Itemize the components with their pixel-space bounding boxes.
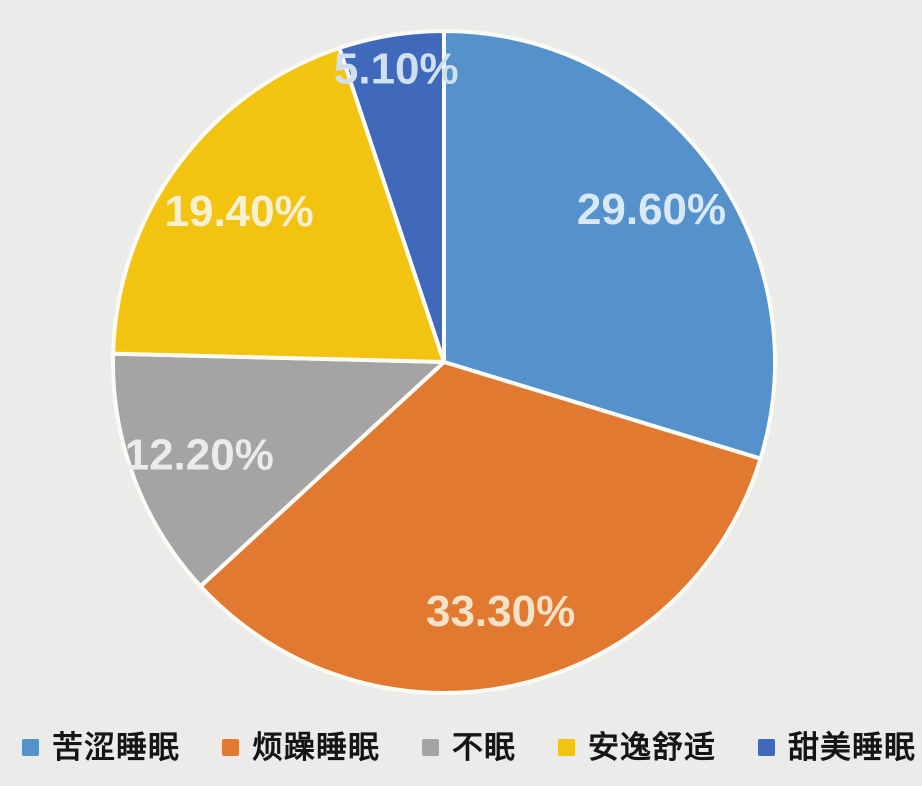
legend-item-1: 苦涩睡眠	[22, 732, 180, 763]
slice-value-label: 29.60%	[577, 185, 726, 234]
legend-label: 苦涩睡眠	[52, 729, 180, 765]
pie-chart: 29.60% 33.30% 12.20% 19.40% 5.10%	[111, 29, 777, 695]
slice-value-label: 19.40%	[165, 187, 314, 236]
legend-label: 安逸舒适	[588, 729, 716, 765]
legend-item-4: 安逸舒适	[558, 732, 716, 763]
pie-slice-1	[442, 29, 777, 461]
legend-item-3: 不眠	[422, 732, 516, 763]
slice-value-label: 33.30%	[426, 587, 575, 636]
pie-slice-4	[111, 45, 446, 364]
legend-swatch-icon	[22, 738, 39, 756]
legend-item-5: 甜美睡眠	[758, 732, 916, 763]
slice-value-label: 12.20%	[125, 430, 274, 479]
pie-slice-5	[337, 29, 446, 364]
legend-swatch-icon	[422, 738, 439, 756]
pie-slice-3	[111, 351, 446, 589]
legend-item-2: 烦躁睡眠	[222, 732, 380, 763]
chart-legend: 苦涩睡眠 烦躁睡眠 不眠 安逸舒适 甜美睡眠	[22, 720, 916, 774]
legend-label: 不眠	[452, 729, 516, 765]
pie-slice-2	[198, 360, 763, 695]
slice-value-label: 5.10%	[334, 44, 459, 93]
legend-swatch-icon	[758, 738, 775, 756]
legend-swatch-icon	[222, 738, 239, 756]
legend-swatch-icon	[558, 738, 575, 756]
legend-label: 甜美睡眠	[788, 729, 916, 765]
legend-label: 烦躁睡眠	[252, 729, 380, 765]
